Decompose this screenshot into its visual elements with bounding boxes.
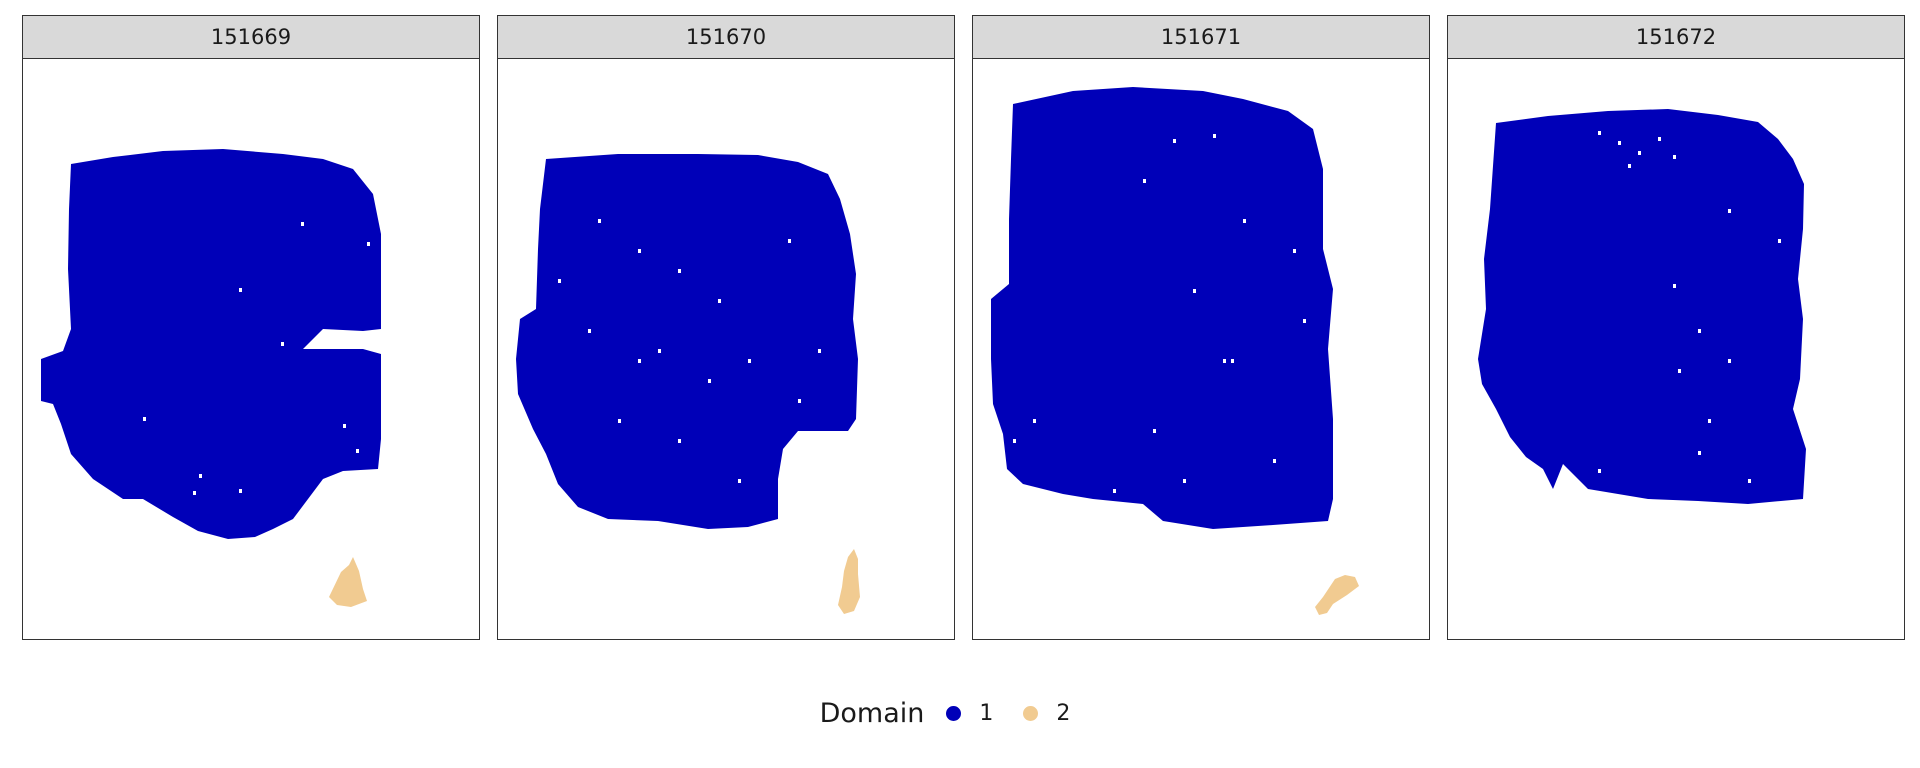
domain-1-region	[516, 154, 858, 529]
domain-1-holes	[1598, 131, 1781, 483]
domain-2-region	[838, 549, 860, 614]
facet-panel-2: 151670	[497, 15, 955, 640]
facet-panel-1: 151669	[22, 15, 480, 640]
legend-dot-2	[1023, 706, 1039, 721]
plot-area-4	[1447, 58, 1905, 640]
facet-label-2: 151670	[497, 15, 955, 59]
legend-title: Domain	[819, 698, 925, 729]
legend-label-2: 2	[1056, 701, 1071, 726]
domain-1-region	[991, 87, 1333, 529]
legend-label-1: 1	[979, 701, 994, 726]
facet-panel-3: 151671	[972, 15, 1430, 640]
facet-label-3: 151671	[972, 15, 1430, 59]
plot-area-2	[497, 58, 955, 640]
domain-1-holes	[143, 222, 370, 503]
facet-label-4: 151672	[1447, 15, 1905, 59]
domain-2-region	[1315, 575, 1359, 615]
domain-1-region	[1478, 109, 1806, 504]
facet-panel-4: 151672	[1447, 15, 1905, 640]
domain-1-holes	[1013, 134, 1306, 493]
legend-item-1: 1	[946, 701, 993, 726]
facet-label-1: 151669	[22, 15, 480, 59]
legend-item-2: 2	[1023, 701, 1070, 726]
domain-2-region	[329, 557, 367, 607]
legend-dot-1	[946, 706, 962, 721]
domain-1-holes	[558, 219, 821, 483]
domain-1-region	[41, 149, 381, 539]
plot-area-3	[972, 58, 1430, 640]
plot-area-1	[22, 58, 480, 640]
legend: Domain 1 2	[0, 698, 1920, 729]
